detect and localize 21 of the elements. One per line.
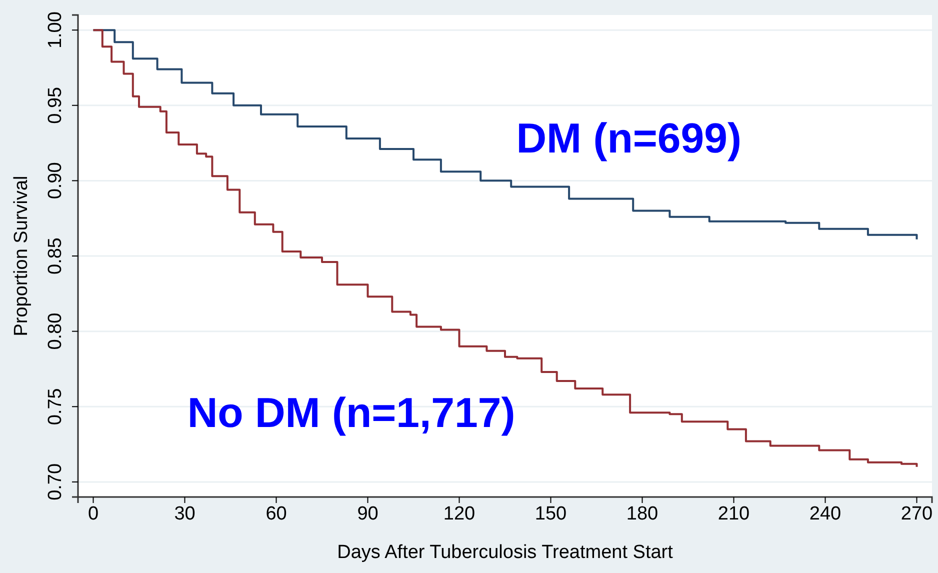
x-tick-label: 60 <box>266 503 287 524</box>
y-tick-label: 0.95 <box>45 86 66 124</box>
x-tick-label: 150 <box>534 503 567 524</box>
y-tick-label: 0.75 <box>45 388 66 426</box>
y-axis-title: Proportion Survival <box>11 176 32 336</box>
x-tick-label: 180 <box>626 503 658 524</box>
x-tick-label: 0 <box>88 503 99 524</box>
series-label: No DM (n=1,717) <box>187 389 516 436</box>
x-tick-label: 30 <box>174 503 196 524</box>
y-tick-label: 0.85 <box>45 238 66 274</box>
y-tick-label: 1.00 <box>45 12 66 49</box>
y-tick-label: 0.70 <box>45 463 66 500</box>
series-label: DM (n=699) <box>516 114 742 162</box>
x-tick-label: 270 <box>900 503 933 524</box>
x-tick-label: 120 <box>443 503 476 524</box>
y-tick-label: 0.90 <box>45 162 66 200</box>
x-tick-label: 210 <box>718 503 750 524</box>
x-tick-label: 90 <box>357 503 378 524</box>
x-axis-title: Days After Tuberculosis Treatment Start <box>337 542 674 563</box>
y-tick-label: 0.80 <box>45 312 66 350</box>
x-tick-label: 240 <box>809 503 842 524</box>
